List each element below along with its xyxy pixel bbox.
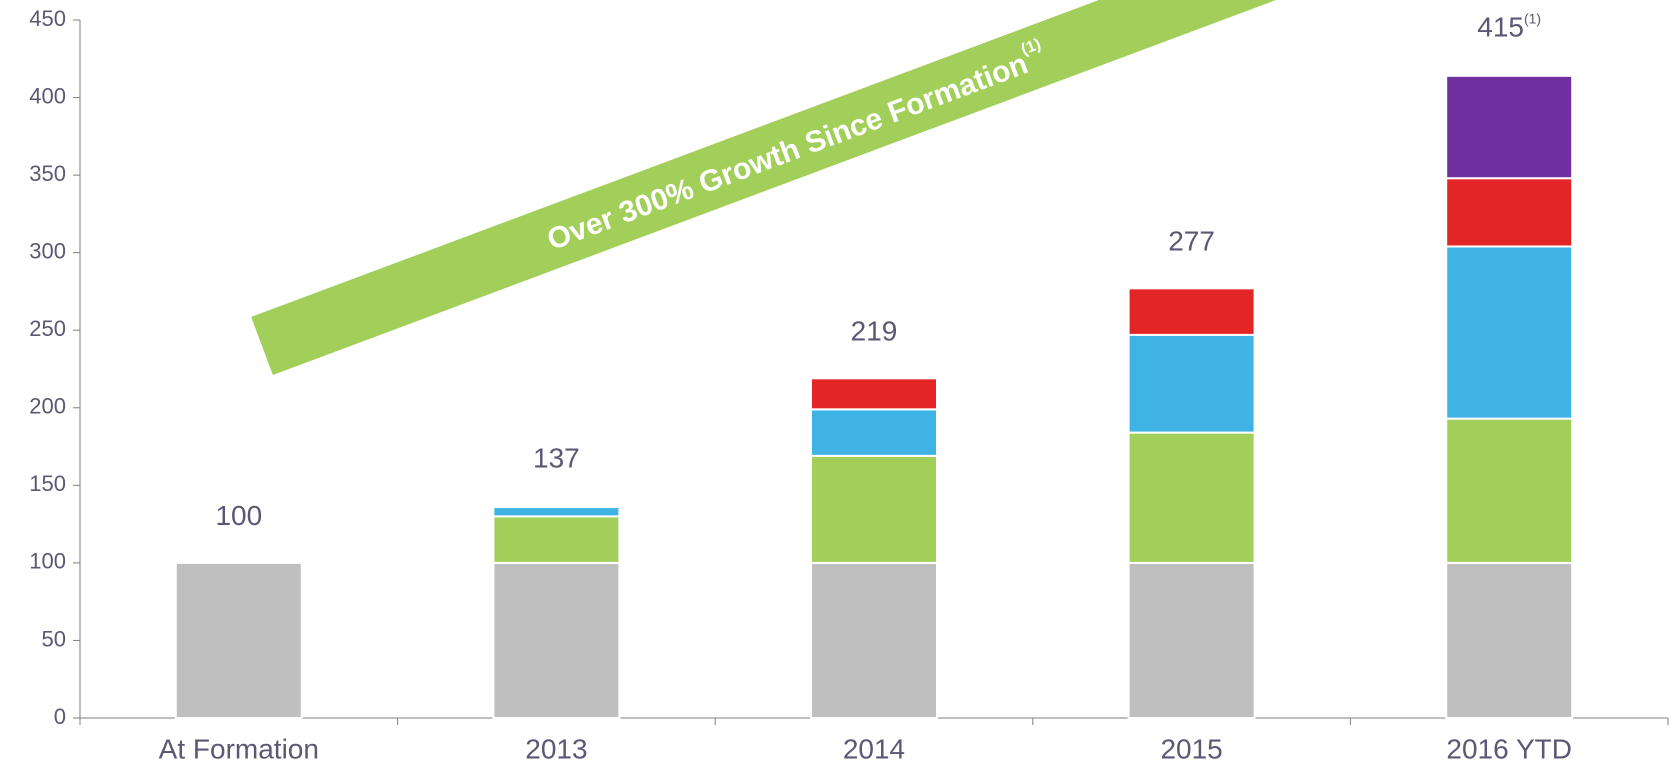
y-tick-label: 100: [29, 549, 66, 574]
bar-segment: [810, 454, 938, 564]
bar-segment: [1445, 245, 1574, 420]
bar-segment: [492, 561, 621, 720]
total-value: 277: [1168, 226, 1215, 257]
bar-segment: [1127, 431, 1256, 564]
bar-segment: [810, 377, 938, 411]
total-value: 415: [1477, 12, 1524, 43]
bar-segment: [810, 561, 938, 720]
y-tick-label: 50: [42, 626, 66, 651]
bar-segment: [1127, 287, 1256, 336]
x-tick-label: 2013: [525, 733, 587, 764]
y-tick-label: 400: [29, 83, 66, 108]
total-note: (1): [1524, 10, 1541, 26]
total-value: 100: [215, 500, 262, 531]
y-tick-label: 350: [29, 161, 66, 186]
total-label: 100: [215, 500, 262, 531]
x-tick-label: 2016 YTD: [1446, 733, 1572, 764]
x-tick-label: 2015: [1160, 733, 1222, 764]
bar-segment: [810, 408, 938, 457]
total-value: 219: [851, 316, 898, 347]
total-value: 137: [533, 443, 580, 474]
total-label: 415(1): [1477, 10, 1541, 43]
bar-segment: [492, 506, 621, 518]
banner-shape: [251, 0, 1285, 376]
x-tick-label: At Formation: [159, 733, 319, 764]
total-label: 219: [851, 316, 898, 347]
y-tick-label: 0: [54, 704, 66, 729]
bar-segment: [1127, 561, 1256, 720]
bar-segment: [1445, 74, 1574, 180]
bar-segment: [1445, 177, 1574, 248]
banner-note: (1): [1019, 36, 1043, 59]
banner-label: Over 300% Growth Since Formation: [543, 47, 1032, 257]
bar-segment: [1445, 561, 1574, 720]
total-label: 277: [1168, 226, 1215, 257]
total-label: 137: [533, 443, 580, 474]
y-tick-label: 250: [29, 316, 66, 341]
bar-segment: [492, 515, 621, 564]
banner-text: Over 300% Growth Since Formation(1): [541, 36, 1050, 257]
y-tick-label: 300: [29, 238, 66, 263]
bar-segment: [174, 561, 303, 720]
bar-segment: [1445, 417, 1574, 564]
y-tick-label: 200: [29, 394, 66, 419]
y-tick-label: 150: [29, 471, 66, 496]
x-tick-label: 2014: [843, 733, 905, 764]
y-tick-label: 450: [29, 6, 66, 31]
bar-segment: [1127, 333, 1256, 434]
